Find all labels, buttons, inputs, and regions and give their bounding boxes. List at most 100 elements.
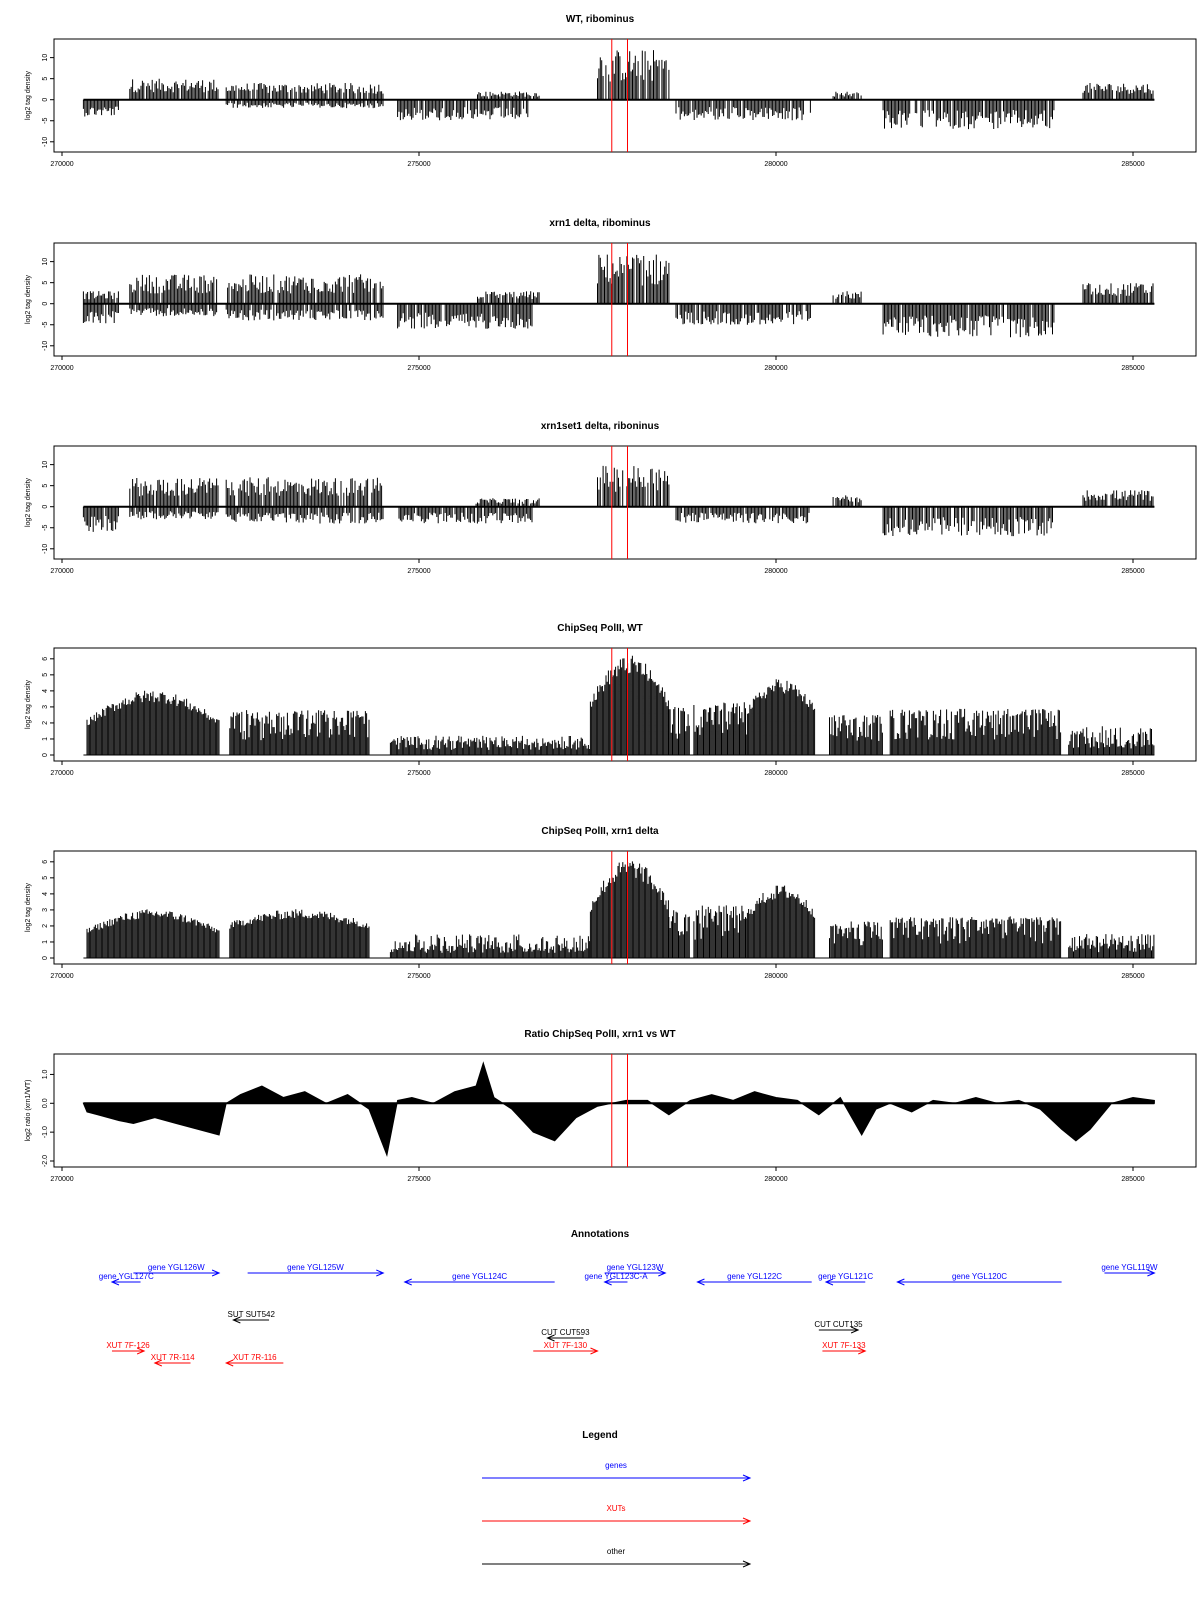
- y-tick-label: -5: [42, 118, 49, 124]
- x-tick-label: 280000: [764, 365, 787, 372]
- annotation-label-11: CUT CUT593: [541, 1328, 590, 1337]
- signal-bars-0: [82, 50, 1154, 130]
- x-tick-label: 275000: [407, 365, 430, 372]
- annotation-label-12: CUT CUT135: [814, 1320, 863, 1329]
- x-tick-label: 285000: [1121, 161, 1144, 168]
- legend-label-2: other: [607, 1547, 626, 1556]
- x-tick-label: 280000: [764, 161, 787, 168]
- y-tick-label: 0: [42, 956, 49, 960]
- y-tick-label: 6: [42, 860, 49, 864]
- y-tick-label: -5: [42, 322, 49, 328]
- signal-bars-1: [82, 254, 1154, 338]
- arrowhead-left: [224, 1359, 234, 1367]
- signal-bars-4: [86, 861, 1155, 958]
- x-tick-label: 275000: [407, 770, 430, 777]
- annotation-label-15: XUT 7R-116: [233, 1353, 277, 1362]
- y-tick-label: 1: [42, 737, 49, 741]
- x-tick-label: 285000: [1121, 568, 1144, 575]
- x-tick-label: 280000: [764, 1176, 787, 1183]
- x-tick-label: 275000: [407, 973, 430, 980]
- annotation-label-3: gene YGL124C: [452, 1272, 507, 1281]
- plot-frame-1: [53, 242, 1197, 357]
- arrowhead-left: [403, 1278, 412, 1286]
- y-tick-label: 0.0: [42, 1098, 49, 1108]
- arrowhead-left: [603, 1278, 612, 1286]
- x-tick-label: 270000: [50, 770, 73, 777]
- annotation-label-10: SUT SUT542: [227, 1310, 275, 1319]
- plot-frame-0: [53, 38, 1197, 153]
- arrowhead-right: [658, 1269, 667, 1277]
- y-tick-label: 0: [42, 98, 49, 102]
- y-tick-label: 0: [42, 302, 49, 306]
- annotation-label-14: XUT 7R-114: [151, 1353, 195, 1362]
- y-tick-label: 2: [42, 721, 49, 725]
- y-tick-label: 3: [42, 908, 49, 912]
- chart-title-0: WT, ribominus: [566, 14, 635, 25]
- arrowhead-left: [824, 1278, 834, 1286]
- y-axis-label-5: log2 ratio (xrn1/WT): [25, 1080, 32, 1142]
- legend-arrowhead-2: [742, 1560, 752, 1568]
- x-tick-label: 285000: [1121, 365, 1144, 372]
- y-axis-label-2: log2 tag density: [25, 477, 32, 527]
- y-tick-label: 6: [42, 657, 49, 661]
- plot-frame-4: [53, 850, 1197, 965]
- y-tick-label: 3: [42, 705, 49, 709]
- annotation-label-13: XUT 7F-126: [106, 1341, 150, 1350]
- annotation-label-5: gene YGL123C-A: [585, 1272, 649, 1281]
- x-tick-label: 280000: [764, 770, 787, 777]
- arrowhead-left: [896, 1278, 905, 1286]
- plot-frame-3: [53, 647, 1197, 762]
- y-tick-label: -2.0: [42, 1155, 49, 1167]
- annotation-label-16: XUT 7F-130: [544, 1341, 588, 1350]
- y-tick-label: 1.0: [42, 1069, 49, 1079]
- x-tick-label: 270000: [50, 365, 73, 372]
- legend-arrowhead-0: [742, 1474, 752, 1482]
- y-tick-label: -1.0: [42, 1126, 49, 1138]
- y-tick-label: 5: [42, 673, 49, 677]
- arrowhead-right: [858, 1347, 867, 1355]
- y-tick-label: -10: [42, 544, 49, 554]
- y-tick-label: -5: [42, 525, 49, 531]
- y-tick-label: 5: [42, 876, 49, 880]
- arrowhead-left: [153, 1359, 163, 1367]
- arrowhead-right: [590, 1347, 599, 1355]
- y-axis-label-4: log2 tag density: [25, 882, 32, 932]
- y-tick-label: 10: [42, 461, 49, 469]
- y-tick-label: 5: [42, 484, 49, 488]
- x-tick-label: 285000: [1121, 1176, 1144, 1183]
- y-tick-label: 4: [42, 689, 49, 693]
- annotation-label-2: gene YGL125W: [287, 1263, 344, 1272]
- chart-title-1: xrn1 delta, ribominus: [549, 218, 651, 229]
- arrowhead-right: [376, 1269, 385, 1277]
- ratio-area: [82, 1061, 1155, 1157]
- chart-title-2: xrn1set1 delta, riboninus: [541, 421, 660, 432]
- y-tick-label: 0: [42, 753, 49, 757]
- arrowhead-left: [110, 1278, 120, 1286]
- x-tick-label: 285000: [1121, 973, 1144, 980]
- y-axis-label-0: log2 tag density: [25, 70, 32, 120]
- y-tick-label: 0: [42, 505, 49, 509]
- x-tick-label: 280000: [764, 973, 787, 980]
- x-tick-label: 270000: [50, 161, 73, 168]
- x-tick-label: 280000: [764, 568, 787, 575]
- x-tick-label: 275000: [407, 161, 430, 168]
- arrowhead-right: [136, 1347, 146, 1355]
- annotations-title: Annotations: [571, 1229, 630, 1240]
- x-tick-label: 270000: [50, 568, 73, 575]
- arrowhead-left: [232, 1316, 241, 1324]
- arrowhead-right: [211, 1269, 221, 1277]
- x-tick-label: 275000: [407, 568, 430, 575]
- annotation-label-1: gene YGL127C: [99, 1272, 154, 1281]
- chart-title-3: ChipSeq PolII, WT: [557, 623, 643, 634]
- y-tick-label: -10: [42, 341, 49, 351]
- legend-arrowhead-1: [742, 1517, 752, 1525]
- annotation-label-4: gene YGL123W: [607, 1263, 664, 1272]
- arrowhead-right: [850, 1326, 860, 1334]
- signal-bars-2: [82, 465, 1154, 537]
- x-tick-label: 270000: [50, 1176, 73, 1183]
- y-tick-label: 5: [42, 281, 49, 285]
- annotation-label-8: gene YGL120C: [952, 1272, 1007, 1281]
- y-tick-label: 2: [42, 924, 49, 928]
- annotation-label-17: XUT 7F-133: [822, 1341, 866, 1350]
- y-tick-label: 5: [42, 77, 49, 81]
